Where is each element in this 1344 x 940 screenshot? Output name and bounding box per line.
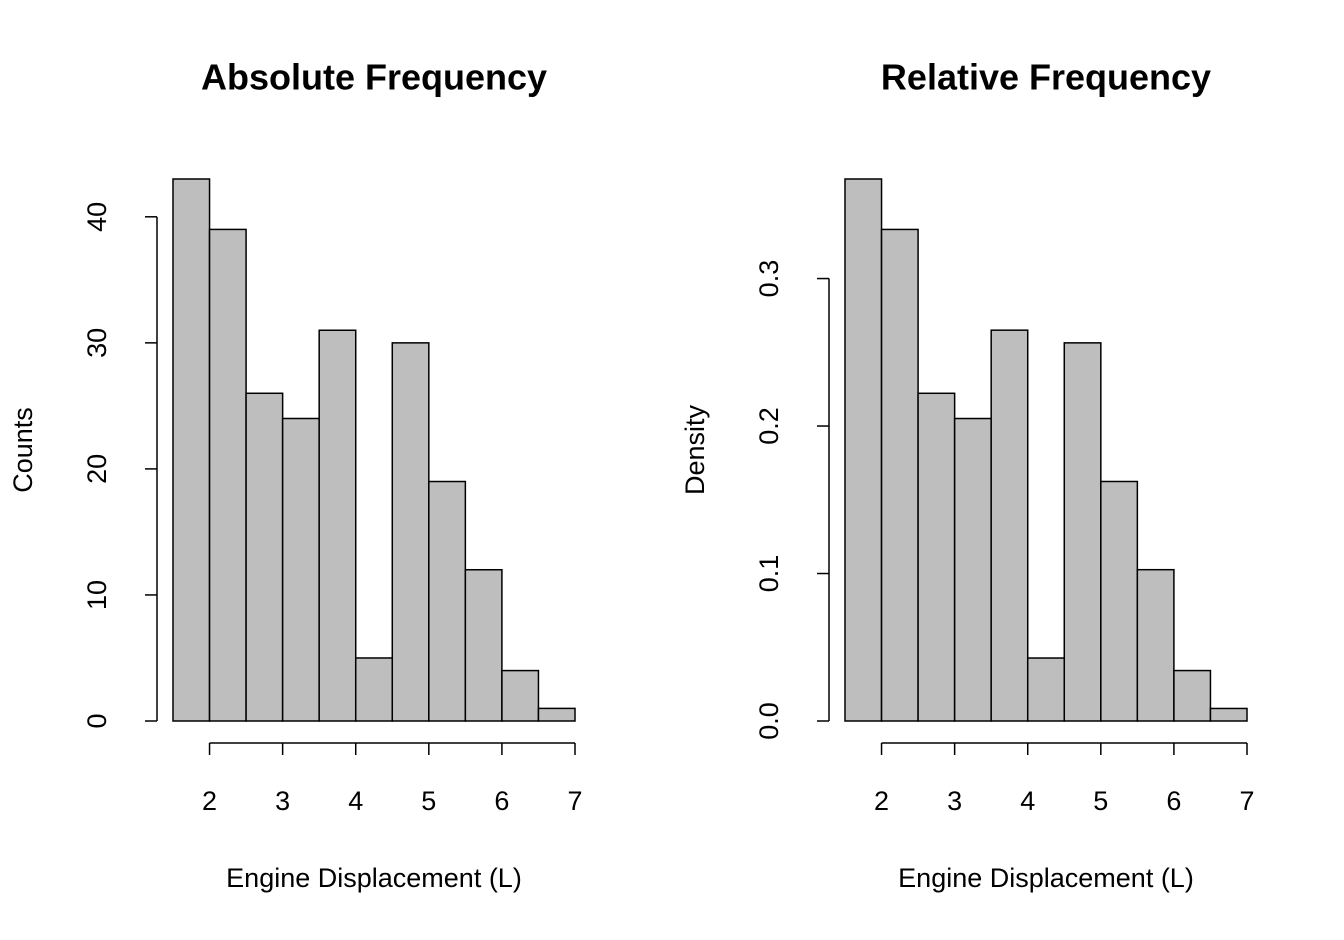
x-tick-label: 4 [348,786,363,816]
y-tick-label: 30 [82,328,112,358]
y-tick-label: 0.1 [754,555,784,593]
bar [1100,480,1139,722]
bar [1136,568,1175,722]
bar [464,568,503,722]
x-tick-label: 2 [202,786,217,816]
x-tick-label: 5 [421,786,436,816]
bar [281,417,320,722]
bar [537,707,576,722]
bar [428,480,467,722]
bar [990,329,1029,722]
chart-title: Relative Frequency [881,57,1211,98]
bar [880,228,919,722]
y-tick-label: 0.0 [754,702,784,740]
y-tick-label: 40 [82,202,112,232]
bar [501,669,540,722]
y-tick-label: 0.2 [754,407,784,445]
bar [953,417,992,722]
bar [391,342,430,722]
bar [917,392,956,722]
bar [844,178,883,722]
x-tick-label: 7 [1239,786,1254,816]
bar [245,392,284,722]
x-tick-label: 7 [567,786,582,816]
y-axis-label: Density [680,404,710,495]
y-tick-label: 0 [82,713,112,728]
bar [1026,657,1066,722]
y-tick-label: 20 [82,454,112,484]
x-tick-label: 6 [1166,786,1181,816]
bar [354,657,394,722]
bar [318,329,357,722]
x-tick-label: 3 [947,786,962,816]
chart-title: Absolute Frequency [201,57,547,98]
x-axis-label: Engine Displacement (L) [226,863,522,893]
x-tick-label: 2 [874,786,889,816]
x-tick-label: 4 [1020,786,1035,816]
y-tick-label: 10 [82,580,112,610]
y-axis-label: Counts [8,407,38,493]
x-tick-label: 6 [494,786,509,816]
bar [1063,342,1102,722]
bar [1209,707,1248,722]
x-tick-label: 5 [1093,786,1108,816]
bar [208,228,247,722]
x-axis-label: Engine Displacement (L) [898,863,1194,893]
x-tick-label: 3 [275,786,290,816]
bar [1173,669,1212,722]
bar [172,178,211,722]
y-tick-label: 0.3 [754,260,784,298]
